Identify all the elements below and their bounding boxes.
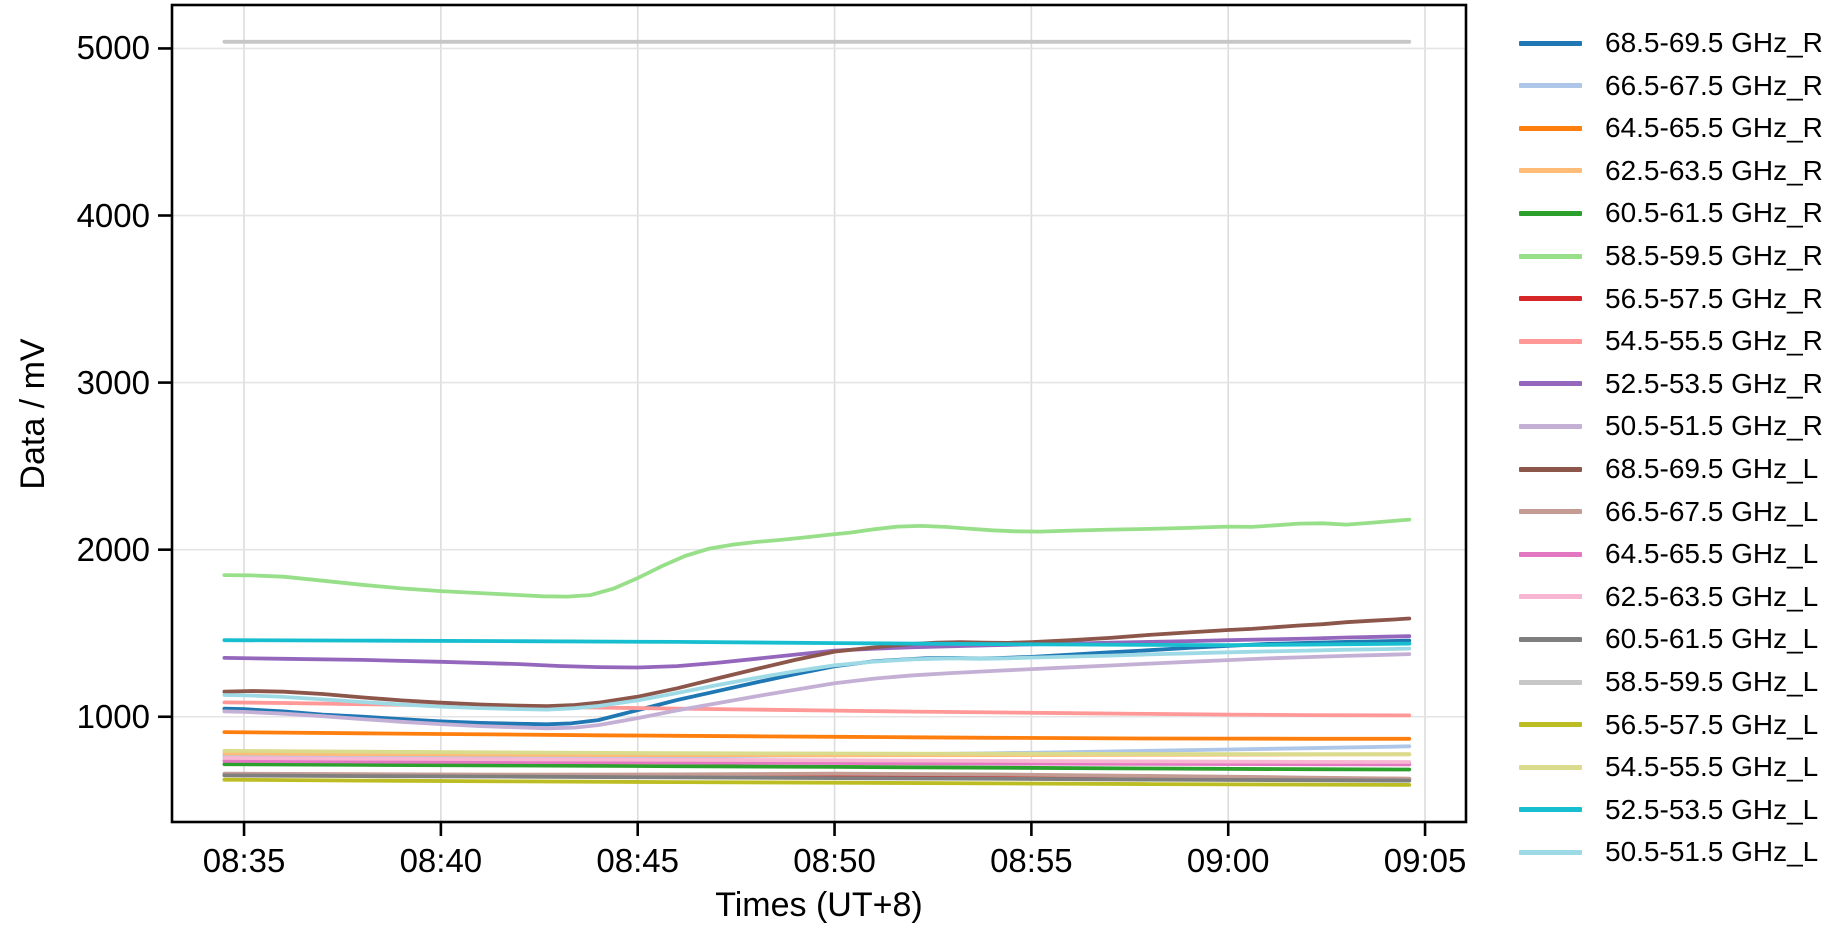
series-line-50.5-51.5-ghz-r xyxy=(222,652,1412,731)
x-tick-label: 08:35 xyxy=(202,842,286,879)
series-line-60.5-61.5-ghz-l xyxy=(222,773,1412,783)
legend-swatch-64.5-65.5-ghz-l xyxy=(1519,551,1582,557)
x-tick-label: 08:50 xyxy=(793,842,876,879)
plot-border xyxy=(170,3,1468,824)
legend-item-58.5-59.5-ghz-l: 58.5-59.5 GHz_L xyxy=(1519,661,1818,704)
x-tick-label: 08:45 xyxy=(596,842,679,879)
legend-label: 60.5-61.5 GHz_L xyxy=(1605,623,1819,655)
legend-swatch-60.5-61.5-ghz-l xyxy=(1519,636,1582,642)
legend-swatch-58.5-59.5-ghz-l xyxy=(1519,679,1582,685)
legend-swatch-62.5-63.5-ghz-r xyxy=(1519,168,1582,174)
legend-label: 56.5-57.5 GHz_R xyxy=(1605,282,1823,314)
legend-swatch-56.5-57.5-ghz-r xyxy=(1519,296,1582,302)
legend-item-52.5-53.5-ghz-l: 52.5-53.5 GHz_L xyxy=(1519,788,1818,831)
series-line-56.5-57.5-ghz-l xyxy=(222,777,1412,787)
legend-label: 66.5-67.5 GHz_L xyxy=(1605,495,1819,527)
legend-item-66.5-67.5-ghz-r: 66.5-67.5 GHz_R xyxy=(1519,64,1823,107)
legend-item-50.5-51.5-ghz-l: 50.5-51.5 GHz_L xyxy=(1519,831,1818,874)
legend-label: 54.5-55.5 GHz_R xyxy=(1605,325,1823,357)
gridlines xyxy=(172,5,1466,822)
legend-item-50.5-51.5-ghz-r: 50.5-51.5 GHz_R xyxy=(1519,405,1823,448)
legend-swatch-50.5-51.5-ghz-l xyxy=(1519,849,1582,855)
legend-swatch-68.5-69.5-ghz-r xyxy=(1519,40,1582,46)
legend-label: 52.5-53.5 GHz_L xyxy=(1605,793,1819,825)
series-line-54.5-55.5-ghz-l xyxy=(222,748,1412,757)
y-tick-label: 3000 xyxy=(76,363,150,401)
legend-item-64.5-65.5-ghz-l: 64.5-65.5 GHz_L xyxy=(1519,533,1818,576)
legend-label: 56.5-57.5 GHz_L xyxy=(1605,708,1819,740)
series-line-64.5-65.5-ghz-l xyxy=(222,759,1412,767)
legend-swatch-60.5-61.5-ghz-r xyxy=(1519,210,1582,216)
legend-item-62.5-63.5-ghz-r: 62.5-63.5 GHz_R xyxy=(1519,149,1823,192)
y-tick-label: 2000 xyxy=(76,530,150,568)
legend-swatch-64.5-65.5-ghz-r xyxy=(1519,125,1582,131)
legend-label: 66.5-67.5 GHz_R xyxy=(1605,69,1823,101)
legend-label: 68.5-69.5 GHz_L xyxy=(1605,453,1819,484)
legend-swatch-66.5-67.5-ghz-r xyxy=(1519,83,1582,89)
legend-swatch-58.5-59.5-ghz-r xyxy=(1519,253,1582,259)
legend-label: 60.5-61.5 GHz_R xyxy=(1605,197,1823,229)
legend-item-60.5-61.5-ghz-r: 60.5-61.5 GHz_R xyxy=(1519,192,1823,235)
series-line-64.5-65.5-ghz-r xyxy=(222,730,1412,741)
legend-label: 62.5-63.5 GHz_L xyxy=(1605,580,1819,612)
y-tick-label: 4000 xyxy=(76,196,150,234)
legend-label: 58.5-59.5 GHz_L xyxy=(1605,666,1819,697)
legend-swatch-54.5-55.5-ghz-l xyxy=(1519,764,1582,770)
legend-label: 58.5-59.5 GHz_R xyxy=(1605,240,1823,271)
y-axis-title: Data / mV xyxy=(14,338,52,490)
series-line-52.5-53.5-ghz-r xyxy=(222,634,1412,670)
legend-label: 54.5-55.5 GHz_L xyxy=(1605,751,1819,783)
y-tick-label: 1000 xyxy=(76,697,150,735)
series-line-66.5-67.5-ghz-l xyxy=(222,771,1412,781)
series-line-62.5-63.5-ghz-l xyxy=(222,756,1412,764)
legend-swatch-54.5-55.5-ghz-r xyxy=(1519,338,1582,344)
legend-swatch-52.5-53.5-ghz-l xyxy=(1519,807,1582,813)
legend-swatch-68.5-69.5-ghz-l xyxy=(1519,466,1582,472)
series-line-50.5-51.5-ghz-l xyxy=(222,646,1412,712)
series-line-52.5-53.5-ghz-l xyxy=(222,638,1412,648)
x-tick-label: 08:40 xyxy=(399,842,483,879)
legend-item-52.5-53.5-ghz-r: 52.5-53.5 GHz_R xyxy=(1519,362,1823,405)
legend-item-64.5-65.5-ghz-r: 64.5-65.5 GHz_R xyxy=(1519,107,1823,150)
legend-swatch-66.5-67.5-ghz-l xyxy=(1519,509,1582,515)
legend-item-54.5-55.5-ghz-l: 54.5-55.5 GHz_L xyxy=(1519,746,1818,789)
legend-label: 62.5-63.5 GHz_R xyxy=(1605,154,1823,186)
legend-swatch-62.5-63.5-ghz-l xyxy=(1519,594,1582,600)
legend-item-56.5-57.5-ghz-l: 56.5-57.5 GHz_L xyxy=(1519,703,1818,746)
legend-item-68.5-69.5-ghz-r: 68.5-69.5 GHz_R xyxy=(1519,22,1823,65)
y-tick-label: 5000 xyxy=(76,29,150,67)
legend-swatch-56.5-57.5-ghz-l xyxy=(1519,722,1582,728)
legend-item-68.5-69.5-ghz-l: 68.5-69.5 GHz_L xyxy=(1519,448,1818,491)
legend-item-58.5-59.5-ghz-r: 58.5-59.5 GHz_R xyxy=(1519,235,1823,278)
series-line-58.5-59.5-ghz-r xyxy=(222,517,1412,599)
legend-label: 50.5-51.5 GHz_L xyxy=(1605,836,1819,868)
x-tick-label: 09:05 xyxy=(1383,842,1467,879)
tick-marks xyxy=(158,47,1427,836)
x-tick-label: 09:00 xyxy=(1186,842,1270,879)
legend-label: 64.5-65.5 GHz_L xyxy=(1605,538,1819,570)
series-line-68.5-69.5-ghz-l xyxy=(222,616,1412,709)
series-line-60.5-61.5-ghz-r xyxy=(222,762,1412,772)
legend-item-60.5-61.5-ghz-l: 60.5-61.5 GHz_L xyxy=(1519,618,1818,661)
x-tick-label: 08:55 xyxy=(990,842,1073,879)
legend-label: 68.5-69.5 GHz_R xyxy=(1605,27,1823,58)
legend-item-66.5-67.5-ghz-l: 66.5-67.5 GHz_L xyxy=(1519,490,1818,533)
legend-label: 50.5-51.5 GHz_R xyxy=(1605,410,1823,442)
legend-item-54.5-55.5-ghz-r: 54.5-55.5 GHz_R xyxy=(1519,320,1823,363)
legend-item-62.5-63.5-ghz-l: 62.5-63.5 GHz_L xyxy=(1519,575,1818,618)
legend-label: 52.5-53.5 GHz_R xyxy=(1605,367,1823,399)
legend-label: 64.5-65.5 GHz_R xyxy=(1605,112,1823,144)
series-lines xyxy=(222,39,1412,787)
legend-item-56.5-57.5-ghz-r: 56.5-57.5 GHz_R xyxy=(1519,277,1823,320)
x-axis-title: Times (UT+8) xyxy=(715,886,923,924)
legend-swatch-52.5-53.5-ghz-r xyxy=(1519,381,1582,387)
legend-swatch-50.5-51.5-ghz-r xyxy=(1519,423,1582,429)
